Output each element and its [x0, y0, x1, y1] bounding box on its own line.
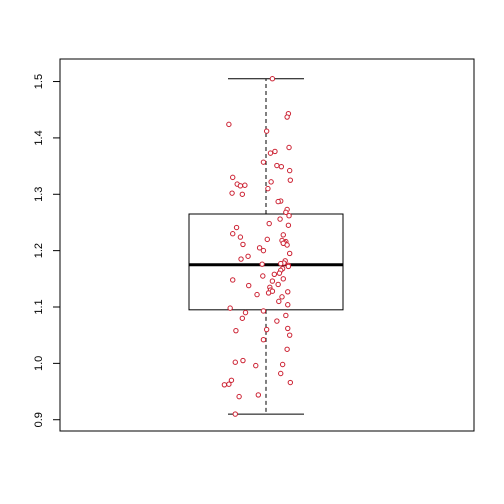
data-point	[278, 370, 284, 377]
data-point	[275, 198, 281, 205]
data-point	[233, 224, 240, 231]
data-point	[230, 231, 236, 237]
data-point	[237, 234, 244, 240]
points-layer	[221, 76, 294, 417]
data-point	[286, 144, 292, 151]
data-point	[228, 377, 235, 383]
data-point	[237, 183, 244, 189]
data-point	[276, 298, 282, 305]
data-point	[230, 277, 236, 283]
data-point	[240, 241, 246, 248]
y-tick-label: 1.5	[33, 74, 45, 89]
y-tick-label: 1.3	[33, 187, 45, 202]
data-point	[285, 289, 291, 295]
data-point	[280, 276, 286, 282]
data-point	[285, 222, 292, 228]
data-point	[279, 361, 286, 368]
data-point	[265, 185, 271, 192]
data-point	[260, 159, 267, 165]
data-point	[229, 190, 235, 196]
data-point	[278, 260, 284, 267]
data-point	[274, 162, 280, 169]
data-point	[286, 212, 292, 219]
data-point	[285, 325, 291, 332]
data-point	[239, 315, 246, 321]
data-point	[276, 270, 283, 276]
y-tick-label: 1.0	[33, 356, 45, 371]
plot-frame	[59, 58, 475, 432]
data-point	[279, 294, 285, 300]
data-point	[265, 290, 272, 296]
data-point	[268, 179, 274, 185]
data-point	[260, 273, 266, 279]
data-point	[226, 121, 232, 128]
data-point	[260, 336, 267, 343]
data-point	[233, 327, 239, 334]
data-point	[278, 163, 285, 170]
data-point	[232, 359, 238, 365]
data-point	[240, 357, 246, 364]
data-point	[239, 191, 246, 197]
data-point	[275, 281, 281, 288]
data-point	[269, 76, 276, 82]
data-point	[284, 114, 290, 120]
data-point	[242, 309, 249, 316]
data-point	[284, 242, 290, 248]
data-point	[286, 250, 293, 257]
data-point	[260, 308, 267, 314]
data-point	[266, 220, 272, 227]
data-point	[267, 150, 274, 156]
data-point	[277, 216, 283, 222]
data-point	[259, 261, 265, 267]
interquartile-box	[188, 213, 344, 311]
data-point	[253, 362, 259, 369]
data-point	[283, 209, 289, 216]
data-point	[242, 182, 248, 188]
y-tick-label: 1.2	[33, 243, 45, 258]
data-point	[272, 148, 278, 155]
data-point	[230, 174, 236, 181]
data-point	[287, 177, 294, 183]
data-point	[269, 278, 276, 284]
data-point	[285, 302, 291, 308]
data-point	[263, 128, 270, 134]
data-point	[284, 346, 290, 352]
data-point	[226, 381, 232, 387]
data-point	[287, 379, 294, 386]
data-point	[254, 291, 260, 298]
y-axis: 0.9 1.0 1.1 1.2 1.3 1.4 1.5	[33, 74, 60, 427]
data-point	[255, 392, 262, 398]
y-tick-label: 1.4	[33, 130, 45, 145]
data-point	[264, 236, 270, 243]
y-tick-label: 0.9	[33, 412, 45, 427]
data-point	[238, 256, 244, 262]
data-point	[221, 382, 228, 388]
data-point	[227, 305, 233, 311]
data-point	[263, 326, 270, 333]
y-tick-label: 1.1	[33, 299, 45, 314]
data-point	[232, 411, 238, 417]
data-point	[245, 253, 251, 259]
box-layer	[188, 78, 344, 415]
data-point	[236, 393, 242, 400]
data-point	[280, 232, 286, 238]
data-point	[285, 263, 292, 270]
data-point	[286, 332, 293, 338]
data-point	[286, 167, 293, 174]
data-point	[283, 312, 289, 319]
data-point	[274, 318, 280, 324]
data-point	[271, 271, 278, 278]
data-point	[256, 245, 263, 251]
data-point	[246, 282, 252, 289]
data-point	[260, 247, 267, 254]
